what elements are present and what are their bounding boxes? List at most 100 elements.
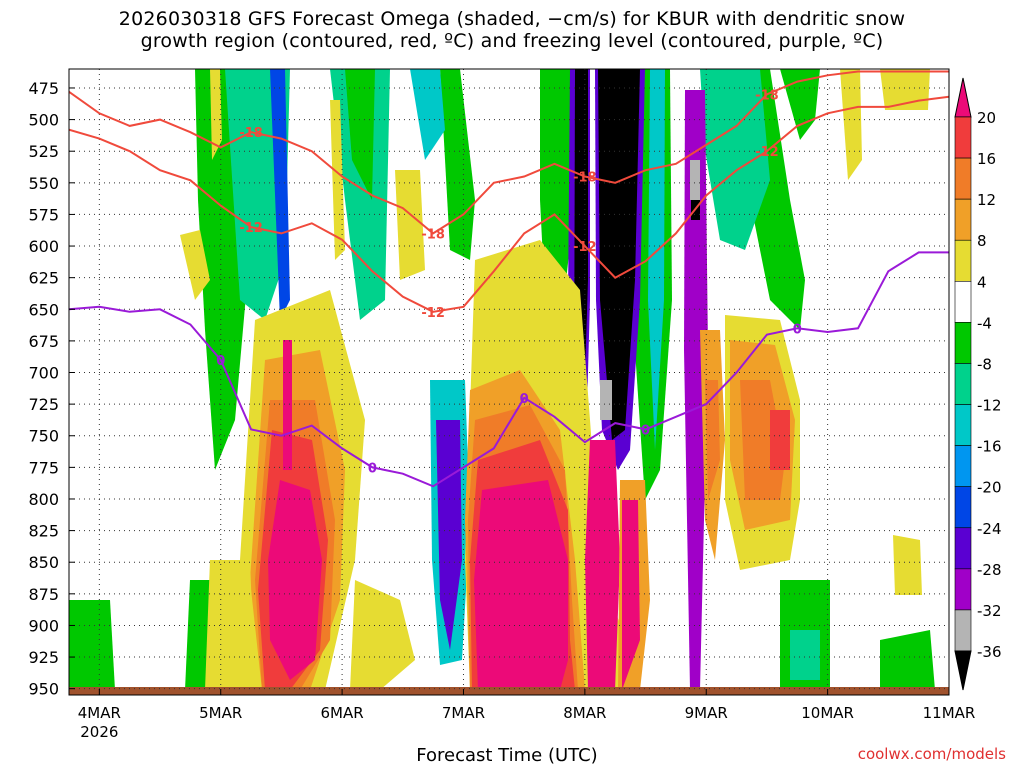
dendritic_bottom_-12C-contour <box>69 95 949 313</box>
x-tick-label: 9MAR <box>685 704 728 722</box>
omega-region <box>210 69 222 160</box>
omega-region <box>600 380 612 420</box>
contour-labels: -18 -18 -18 -18 -12 -12 -12 -12 0 0 0 0 0 <box>216 88 802 476</box>
colorbar-segment <box>954 322 972 364</box>
x-axis: 4MAR 5MAR 6MAR 7MAR 8MAR 9MAR 10MAR 11MAR 2026 <box>78 689 976 741</box>
y-tick-label: 875 <box>28 585 59 604</box>
omega-region <box>690 160 700 200</box>
omega-region <box>880 630 935 690</box>
colorbar-label: -24 <box>977 520 1002 538</box>
omega-region <box>648 69 665 450</box>
colorbar-segment <box>954 198 972 241</box>
colorbar-label: -12 <box>977 397 1002 415</box>
omega-region <box>770 410 790 470</box>
y-tick-label: 575 <box>28 205 59 224</box>
omega-region <box>880 69 930 110</box>
colorbar-segment <box>954 404 972 446</box>
ground-surface <box>69 687 949 695</box>
colorbar-segment <box>954 609 972 652</box>
omega-region <box>474 480 568 690</box>
contour-label: -18 <box>573 170 597 185</box>
colorbar-segment <box>954 527 972 570</box>
colorbar-label: 8 <box>977 232 987 250</box>
colorbar-label: -28 <box>977 561 1002 579</box>
omega-region <box>205 560 255 690</box>
y-tick-label: 650 <box>28 300 59 319</box>
omega-region <box>330 100 345 260</box>
y-tick-label: 900 <box>28 616 59 635</box>
dendritic_top_-18C-contour <box>69 70 949 235</box>
y-axis: 475 500 525 550 575 600 625 650 675 700 725 750 775 8… <box>28 79 75 699</box>
x-year-label: 2026 <box>80 723 118 741</box>
omega-region <box>180 230 210 300</box>
colorbar-segment <box>954 445 972 487</box>
colorbar-segment <box>954 363 972 405</box>
colorbar-label: -4 <box>977 314 992 332</box>
x-tick-label: 4MAR <box>78 704 121 722</box>
x-tick-label: 7MAR <box>442 704 485 722</box>
omega-region <box>69 600 115 690</box>
omega-region <box>700 69 770 250</box>
omega-region <box>622 500 640 690</box>
grid-lines <box>69 69 950 695</box>
omega-region <box>345 69 375 200</box>
x-axis-label: Forecast Time (UTC) <box>416 745 598 766</box>
colorbar-segment <box>954 281 972 323</box>
chart-title-line1: 2026030318 GFS Forecast Omega (shaded, −… <box>118 8 906 30</box>
colorbar-segment <box>954 486 972 529</box>
omega-region <box>283 340 292 470</box>
contour-label: -12 <box>239 221 263 236</box>
colorbar-segment <box>954 116 972 159</box>
colorbar-label: 12 <box>977 191 996 209</box>
y-tick-label: 950 <box>28 680 59 699</box>
y-tick-label: 550 <box>28 174 59 193</box>
colorbar-label: -20 <box>977 479 1002 497</box>
y-tick-label: 675 <box>28 332 59 351</box>
colorbar-label: 16 <box>977 150 996 168</box>
colorbar-label: -36 <box>977 643 1002 661</box>
omega-region <box>585 440 620 690</box>
omega-shading <box>69 69 935 690</box>
contour-label: 0 <box>641 423 650 438</box>
x-tick-label: 5MAR <box>199 704 242 722</box>
x-tick-label: 11MAR <box>923 704 976 722</box>
colorbar-segment <box>954 239 972 282</box>
omega-region <box>705 380 720 500</box>
y-tick-label: 625 <box>28 269 59 288</box>
colorbar-max-cap <box>954 77 972 118</box>
contour-label: -18 <box>421 227 445 242</box>
y-tick-label: 600 <box>28 237 59 256</box>
contour-layer <box>69 70 949 488</box>
colorbar-label: -32 <box>977 602 1002 620</box>
contour-label: 0 <box>368 461 377 476</box>
y-tick-label: 525 <box>28 142 59 161</box>
omega-region <box>270 69 290 320</box>
colorbar-min-cap <box>954 650 972 691</box>
x-tick-label: 10MAR <box>801 704 854 722</box>
omega-region <box>790 630 820 680</box>
omega-region <box>330 69 390 320</box>
contour-label: -18 <box>755 88 779 103</box>
y-tick-label: 475 <box>28 79 59 98</box>
y-tick-label: 725 <box>28 395 59 414</box>
colorbar-label: -8 <box>977 355 992 373</box>
y-tick-label: 750 <box>28 427 59 446</box>
chart-title-line2: growth region (contoured, red, ºC) and f… <box>140 30 884 52</box>
omega-region <box>540 69 575 300</box>
credit-text: coolwx.com/models <box>857 745 1006 763</box>
plot-frame <box>68 68 950 696</box>
y-tick-label: 500 <box>28 111 59 130</box>
y-tick-label: 775 <box>28 458 59 477</box>
omega-region <box>410 69 445 160</box>
omega-region <box>350 580 415 690</box>
y-tick-label: 925 <box>28 648 59 667</box>
colorbar-label: -16 <box>977 438 1002 456</box>
omega-region <box>684 90 708 690</box>
omega-region <box>893 535 922 595</box>
omega-region <box>840 69 862 180</box>
omega-region <box>395 170 425 280</box>
y-tick-label: 825 <box>28 522 59 541</box>
y-tick-label: 800 <box>28 490 59 509</box>
contour-label: 0 <box>520 392 529 407</box>
contour-label: 0 <box>216 354 225 369</box>
